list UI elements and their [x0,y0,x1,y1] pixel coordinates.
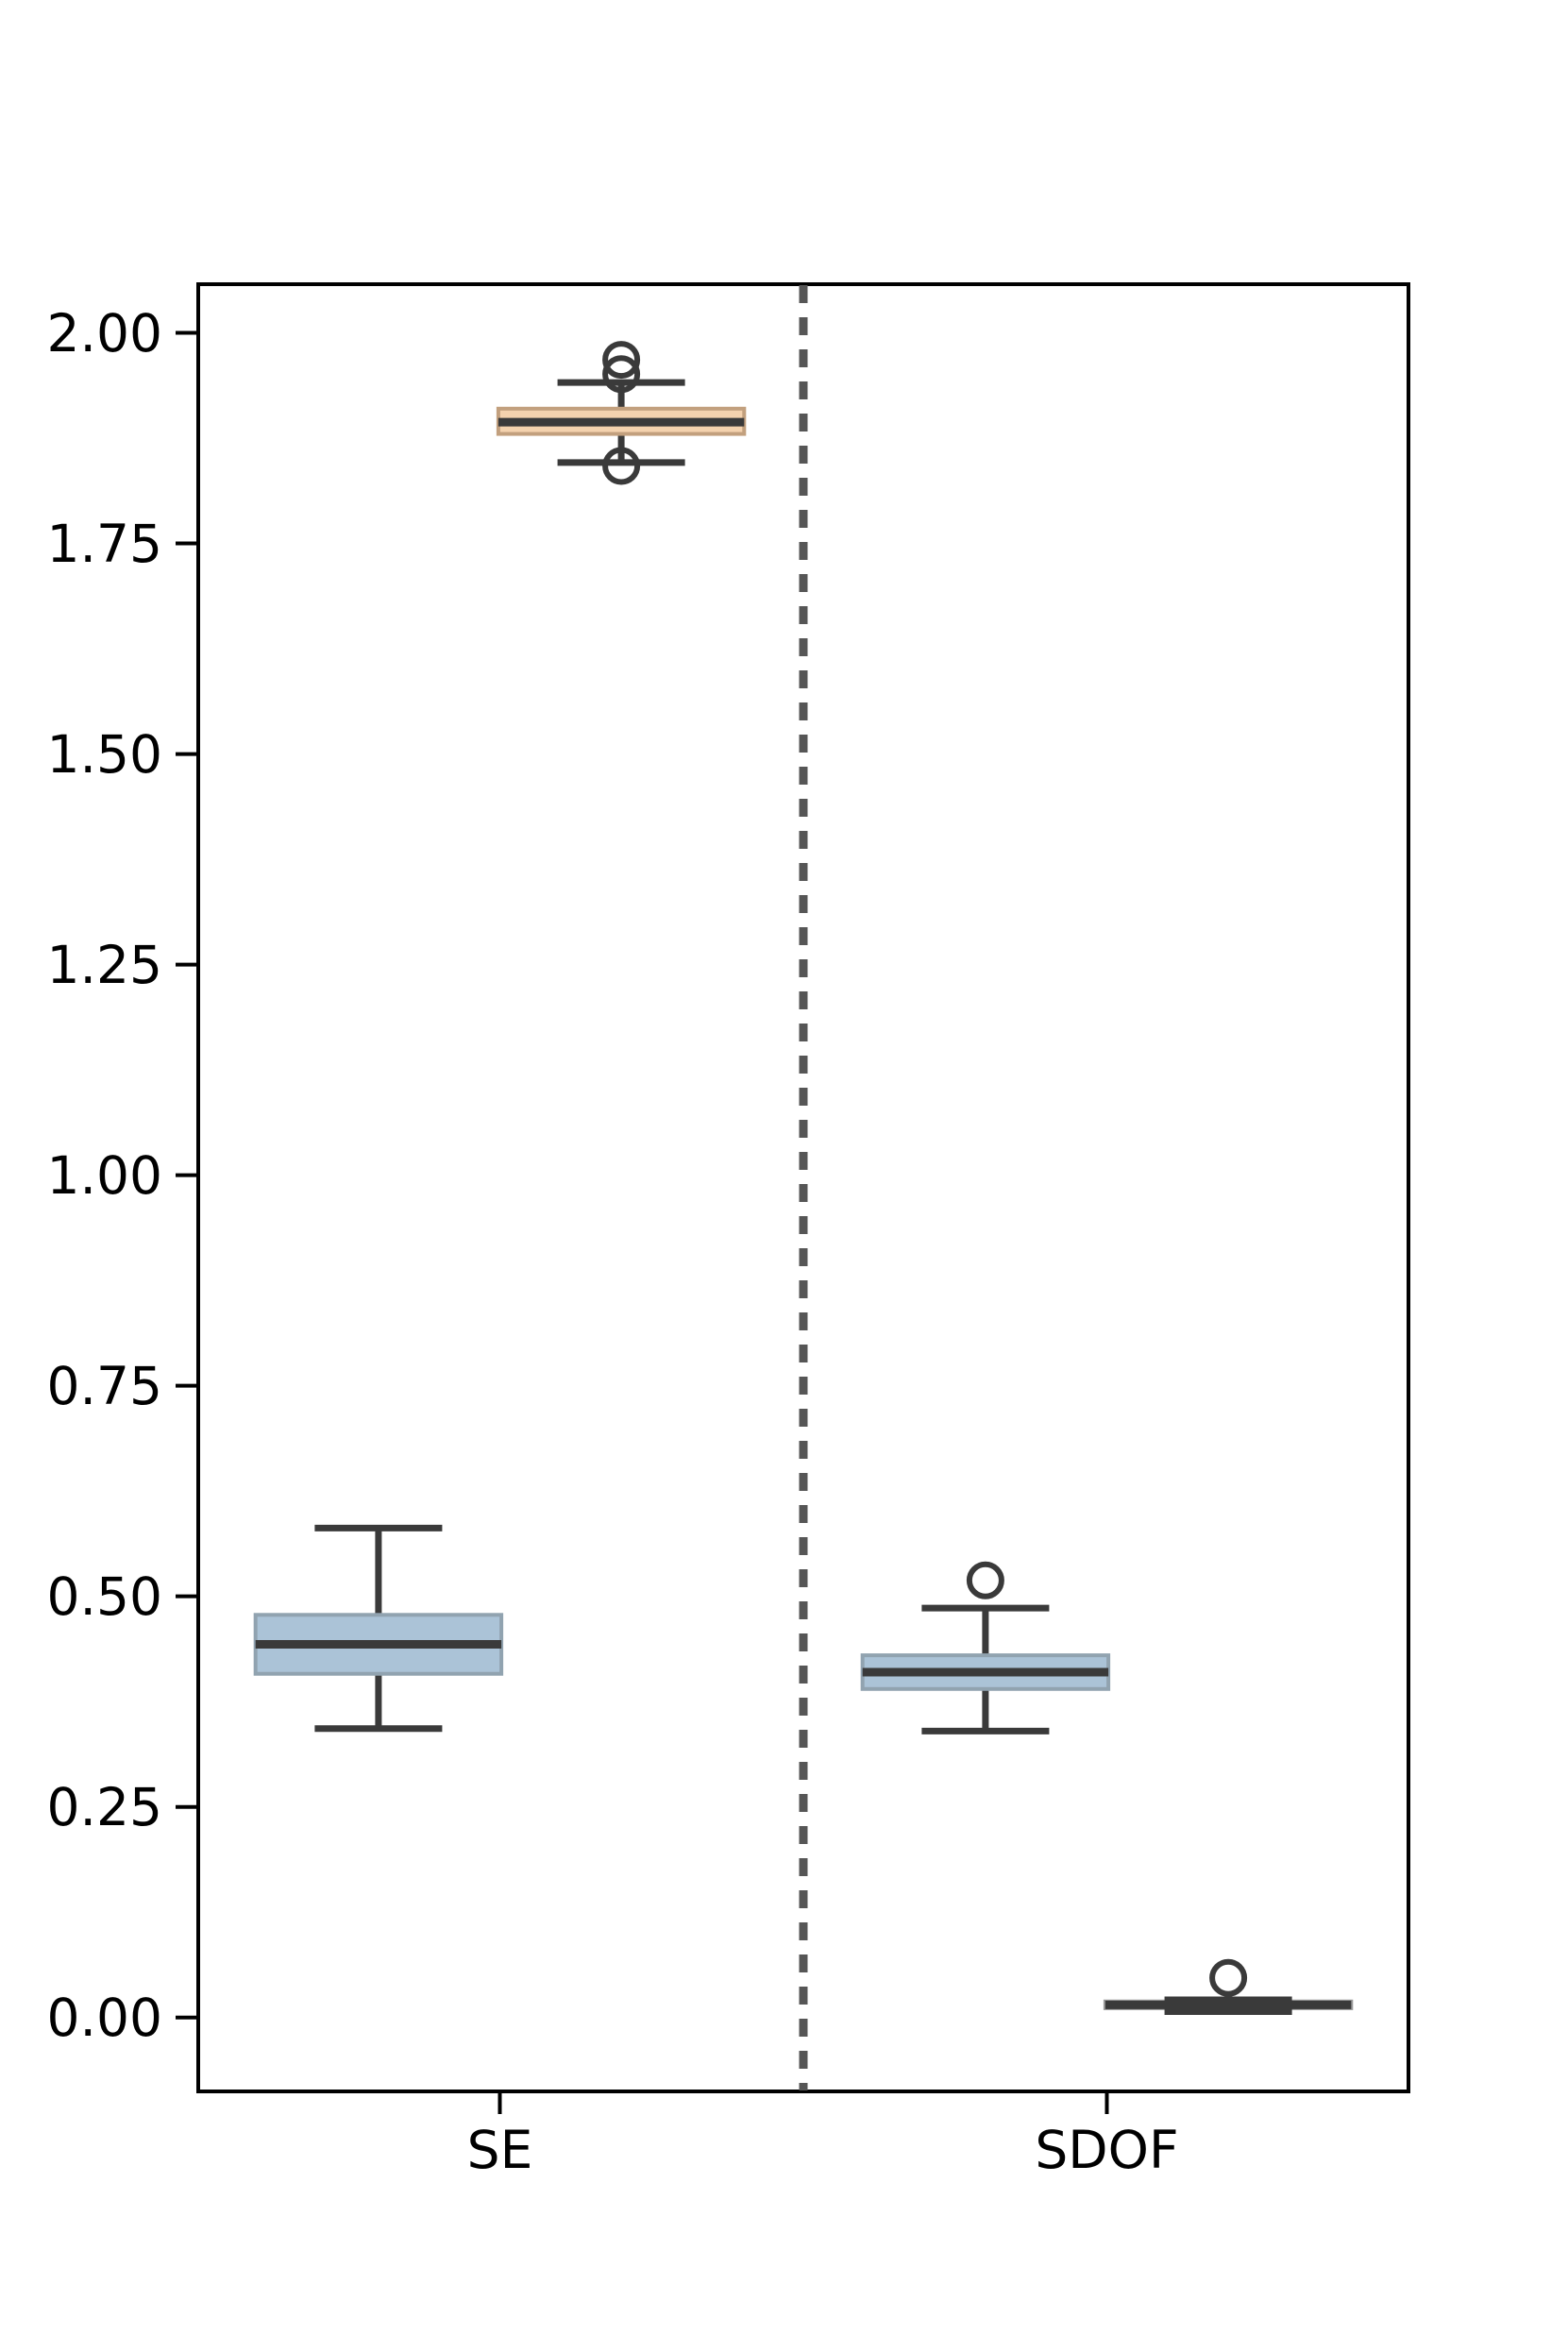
flier-circle-sdof-dark [1209,1958,1248,1997]
y-tick-label: 2.00 [46,302,162,364]
y-tick-label: 0.50 [46,1565,162,1627]
y-tick-label: 0.75 [46,1355,162,1416]
y-tick-label: 1.50 [46,723,162,785]
y-tick-label: 0.00 [46,1987,162,2048]
flier-circle-se-tan [602,447,641,485]
y-tick-label: 0.25 [46,1776,162,1837]
plot-frame [196,282,1410,2093]
x-tick-label-se: SE [466,2120,533,2180]
flier-circle-sdof-blue [966,1561,1004,1599]
flier-circle-se-tan [602,355,641,394]
flier-circle-se-tan [602,341,641,380]
x-tick-label-sdof: SDOF [1035,2120,1179,2180]
y-tick-label: 1.25 [46,934,162,995]
chart-layer [176,285,1354,2114]
y-tick-label: 1.75 [46,513,162,574]
y-tick-label: 1.00 [46,1144,162,1206]
